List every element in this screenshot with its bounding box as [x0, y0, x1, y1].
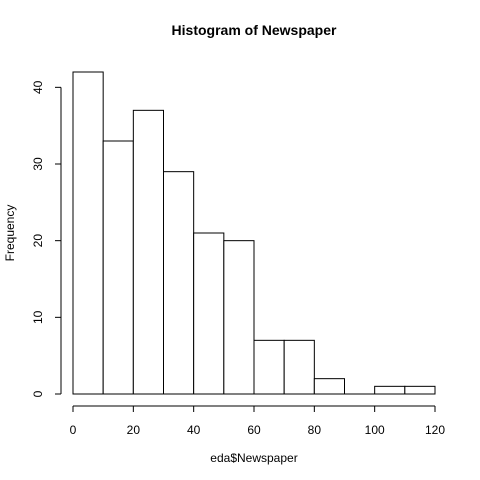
histogram-bar [72, 71, 104, 395]
x-axis: 0 20 40 60 80 100 120 [70, 405, 445, 437]
y-axis: 0 10 20 30 40 [31, 80, 62, 397]
histogram-bar [223, 240, 255, 395]
histogram-bar [102, 140, 134, 395]
y-tick-label: 10 [31, 310, 45, 324]
x-tick-label: 60 [247, 423, 261, 437]
histogram-bar [313, 378, 346, 395]
y-tick-label: 40 [31, 80, 45, 94]
histogram-bar [404, 385, 436, 395]
x-tick-label: 120 [425, 423, 445, 437]
histogram-bar [163, 171, 195, 395]
x-tick-label: 0 [70, 423, 77, 437]
y-tick-label: 20 [31, 234, 45, 248]
x-tick-label: 80 [308, 423, 322, 437]
bars-group [72, 71, 436, 395]
histogram-bar [253, 339, 285, 395]
x-tick-label: 100 [365, 423, 385, 437]
x-axis-label: eda$Newspaper [210, 451, 297, 465]
histogram-bar [283, 339, 315, 395]
histogram-bar [374, 385, 406, 395]
y-tick-label: 30 [31, 157, 45, 171]
histogram-bar [193, 232, 225, 395]
y-axis-label: Frequency [3, 205, 17, 262]
chart-title: Histogram of Newspaper [172, 22, 337, 38]
y-tick-label: 0 [31, 390, 45, 397]
x-tick-label: 20 [127, 423, 141, 437]
x-tick-label: 40 [187, 423, 201, 437]
histogram-bar [132, 109, 164, 395]
